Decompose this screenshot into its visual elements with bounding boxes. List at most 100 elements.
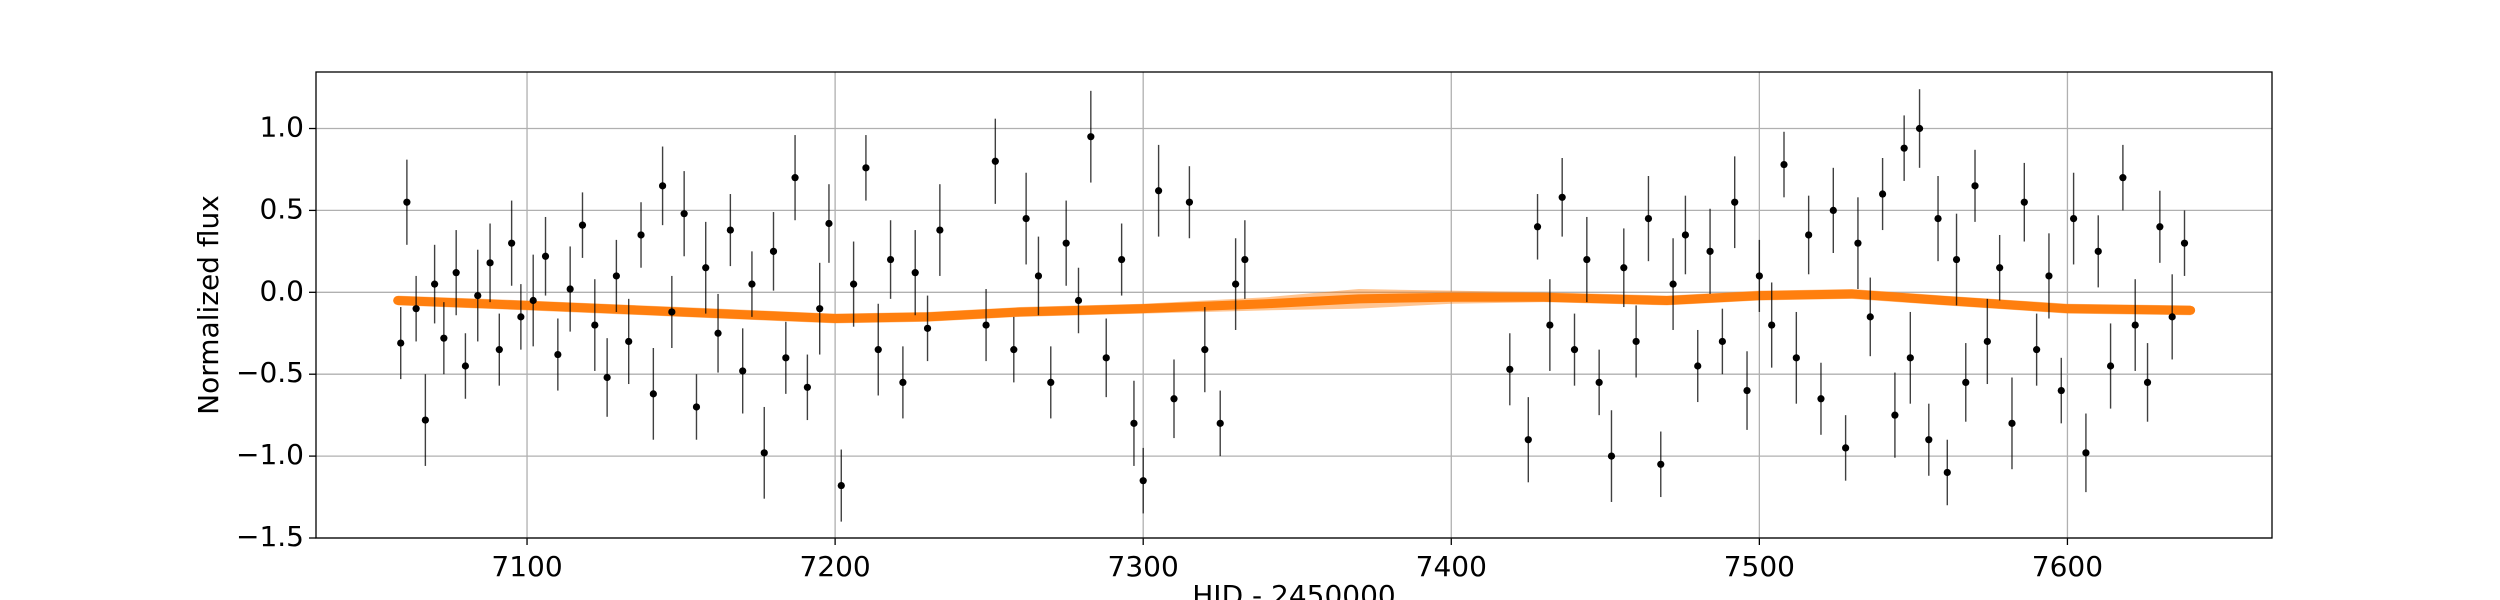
data-point (2069, 214, 2078, 223)
data-point (1706, 247, 1714, 255)
data-point (1022, 214, 1030, 223)
data-point (849, 280, 858, 288)
data-point (625, 337, 633, 346)
data-point (412, 305, 420, 313)
data-point (1154, 187, 1163, 195)
data-point (461, 362, 470, 370)
data-point (1533, 223, 1542, 231)
data-point (1900, 144, 1908, 152)
data-point (637, 231, 645, 239)
data-point (1170, 395, 1178, 403)
data-point (603, 373, 611, 382)
data-point (2082, 449, 2090, 457)
data-point (714, 329, 722, 337)
data-point (1657, 460, 1665, 468)
data-point (1034, 272, 1043, 280)
data-point (911, 269, 919, 277)
data-point (2106, 362, 2115, 370)
data-point (2180, 239, 2189, 247)
data-point (1546, 321, 1554, 329)
data-point (726, 226, 734, 234)
data-point (1506, 365, 1514, 373)
data-point (517, 313, 525, 321)
data-point (658, 182, 667, 190)
data-point (668, 308, 676, 316)
data-point (421, 416, 429, 424)
data-point (2156, 223, 2164, 231)
data-point (1570, 346, 1579, 354)
data-point (440, 334, 448, 342)
data-point (702, 264, 710, 272)
data-point (1983, 337, 1991, 346)
x-tick-label: 7500 (1724, 550, 1795, 583)
data-point (1731, 198, 1739, 206)
data-point (529, 296, 537, 305)
data-point (1583, 255, 1591, 264)
data-point (923, 324, 932, 332)
data-point (1118, 255, 1126, 264)
data-point (1074, 296, 1083, 305)
data-point (1962, 378, 1970, 386)
data-point (1047, 378, 1055, 386)
data-point (578, 221, 587, 229)
data-point (1558, 193, 1566, 201)
data-point (837, 481, 845, 490)
data-point (1780, 160, 1788, 169)
data-point (612, 272, 620, 280)
data-point (1971, 182, 1979, 190)
data-point (874, 346, 882, 354)
data-point (760, 449, 768, 457)
data-point (1743, 386, 1751, 395)
data-point (495, 346, 503, 354)
data-point (1201, 346, 1209, 354)
data-point (1632, 337, 1640, 346)
data-point (1185, 198, 1194, 206)
data-point (2119, 174, 2127, 182)
data-point (886, 255, 895, 264)
data-point (474, 291, 482, 300)
data-point (1805, 231, 1813, 239)
data-point (1768, 321, 1776, 329)
data-point (566, 285, 574, 293)
data-point (1620, 264, 1628, 272)
data-point (1216, 419, 1224, 427)
x-tick-label: 7400 (1416, 550, 1487, 583)
data-point (508, 239, 516, 247)
data-point (1792, 354, 1800, 362)
data-point (1087, 133, 1095, 141)
data-point (1010, 346, 1018, 354)
data-point (1718, 337, 1726, 346)
y-tick-label: 0.0 (259, 274, 304, 307)
data-point (1524, 436, 1532, 444)
y-tick-label: −1.5 (236, 520, 304, 553)
data-point (1934, 214, 1942, 223)
data-point (769, 247, 778, 255)
data-point (1854, 239, 1862, 247)
data-point (554, 350, 562, 359)
data-point (649, 390, 657, 398)
data-point (862, 164, 870, 172)
y-tick-label: 1.0 (259, 111, 304, 144)
data-point (1102, 354, 1110, 362)
data-point (452, 269, 460, 277)
data-point (1241, 255, 1249, 264)
data-point (1878, 190, 1887, 198)
model-line (393, 289, 2196, 324)
data-point (403, 198, 411, 206)
data-point (791, 174, 799, 182)
data-point (2131, 321, 2139, 329)
data-point (1866, 313, 1874, 321)
data-point (739, 367, 747, 375)
data-point (591, 321, 599, 329)
data-point (2045, 272, 2053, 280)
data-point (1130, 419, 1138, 427)
x-tick-label: 7200 (799, 550, 870, 583)
plot-frame (315, 71, 2273, 539)
data-point (1925, 436, 1933, 444)
data-point (1829, 206, 1837, 215)
data-point (936, 226, 944, 234)
data-point (1952, 255, 1961, 264)
data-point (982, 321, 990, 329)
data-point (1755, 272, 1763, 280)
data-point (486, 259, 494, 267)
